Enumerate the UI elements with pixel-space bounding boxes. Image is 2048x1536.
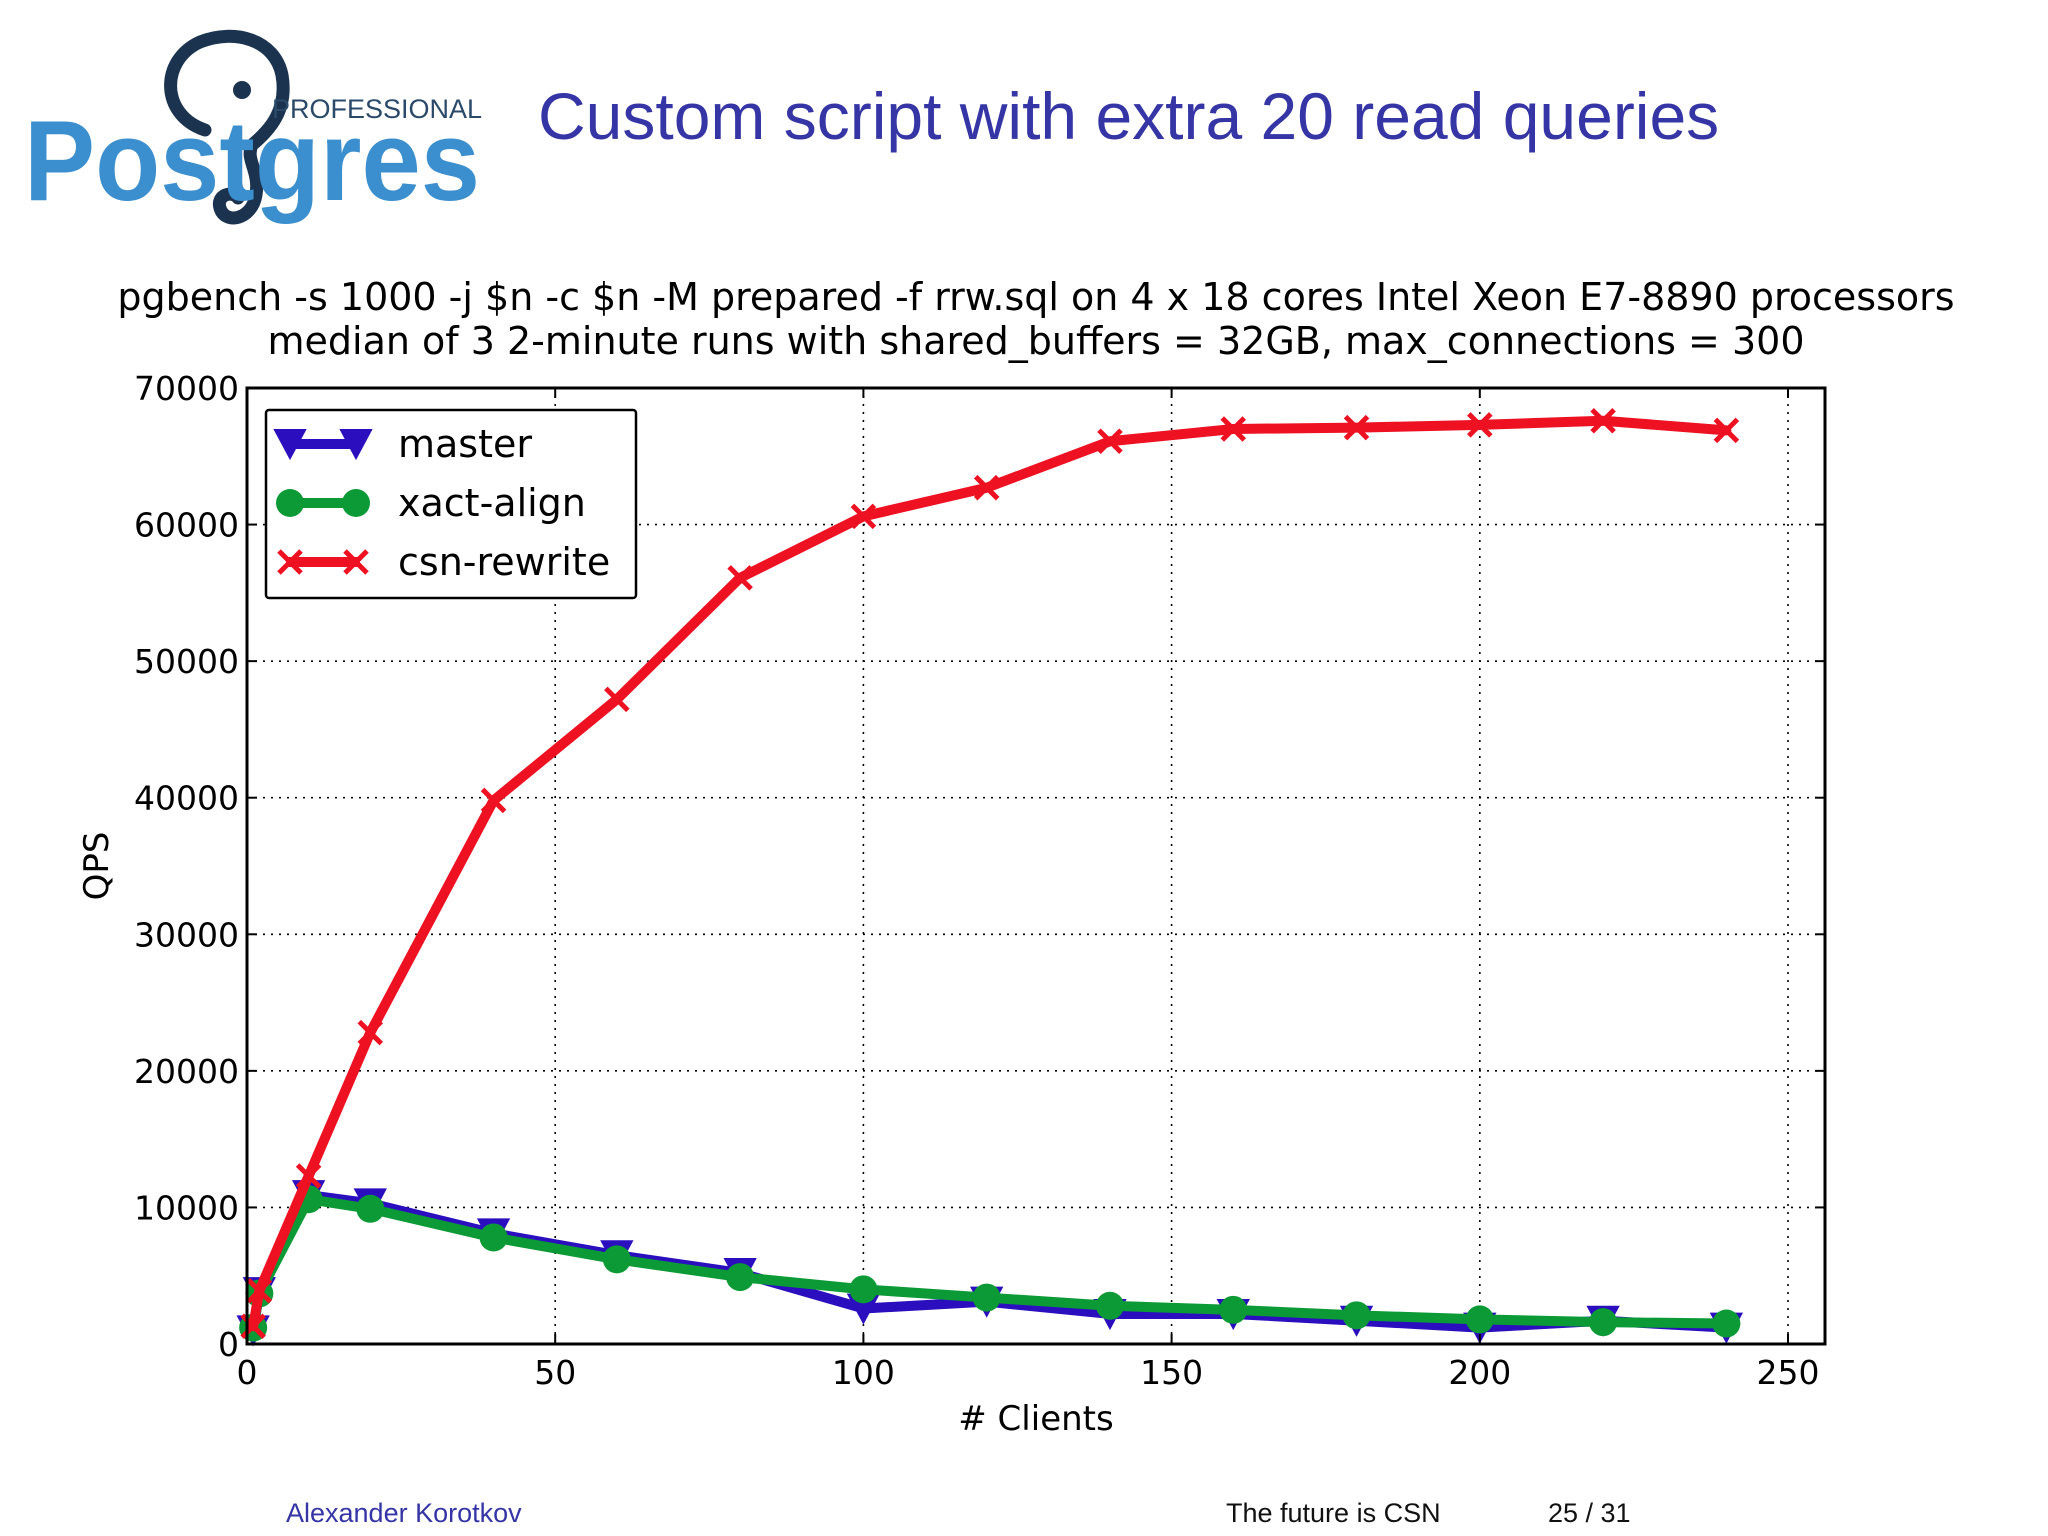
data-point-xact-align <box>1465 1305 1494 1334</box>
data-point-csn-rewrite <box>480 787 507 814</box>
elephant-eye-icon <box>233 81 251 99</box>
data-point-csn-rewrite <box>246 1277 273 1304</box>
y-tick-label: 40000 <box>134 779 239 818</box>
legend-marker-master <box>339 429 373 461</box>
data-point-csn-rewrite <box>727 565 753 591</box>
postgres-professional-logo: PROFESSIONAL Postgres <box>24 29 482 225</box>
y-tick-label: 70000 <box>134 369 239 408</box>
data-point-xact-align <box>479 1223 508 1252</box>
data-point-xact-align <box>726 1263 755 1292</box>
legend-marker-xact-align <box>342 489 370 517</box>
x-axis-label: # Clients <box>958 1399 1113 1439</box>
legend-marker-csn-rewrite <box>277 549 303 575</box>
data-point-xact-align <box>849 1275 878 1304</box>
data-point-xact-align <box>1589 1308 1618 1337</box>
data-point-xact-align <box>1219 1295 1248 1324</box>
slide-title: Custom script with extra 20 read queries <box>538 79 1720 153</box>
data-point-xact-align <box>972 1283 1001 1312</box>
x-tick-label: 150 <box>1140 1353 1203 1392</box>
footer-talk: The future is CSN <box>1226 1498 1441 1528</box>
y-tick-label: 50000 <box>134 642 239 681</box>
logo-wordmark: Postgres <box>24 98 480 225</box>
y-tick-label: 10000 <box>134 1188 239 1227</box>
logo-professional: PROFESSIONAL <box>272 94 482 124</box>
data-point-xact-align <box>602 1245 631 1274</box>
elephant-outline-icon <box>164 29 290 225</box>
footer-page-number: 25 / 31 <box>1548 1498 1631 1528</box>
data-point-csn-rewrite <box>1343 414 1370 441</box>
y-axis-label: QPS <box>77 832 117 901</box>
data-point-xact-align <box>356 1194 385 1223</box>
legend-label-csn-rewrite: csn-rewrite <box>398 540 610 584</box>
data-point-xact-align <box>1342 1301 1371 1330</box>
chart-title-line-1: pgbench -s 1000 -j $n -c $n -M prepared … <box>117 275 1954 319</box>
x-tick-label: 0 <box>237 1353 258 1392</box>
data-point-csn-rewrite <box>295 1163 322 1189</box>
data-point-xact-align <box>1095 1291 1124 1320</box>
data-point-csn-rewrite <box>1467 412 1493 438</box>
y-tick-label: 60000 <box>134 506 239 545</box>
legend-label-master: master <box>398 422 532 466</box>
y-tick-label: 20000 <box>134 1052 239 1091</box>
x-tick-label: 50 <box>534 1353 576 1392</box>
x-tick-label: 250 <box>1757 1353 1820 1392</box>
x-tick-label: 100 <box>832 1353 895 1392</box>
chart-title-line-2: median of 3 2-minute runs with shared_bu… <box>268 319 1805 363</box>
data-point-csn-rewrite <box>1097 428 1123 455</box>
data-point-csn-rewrite <box>973 474 1000 501</box>
y-tick-label: 30000 <box>134 915 239 954</box>
data-point-csn-rewrite <box>850 503 877 530</box>
data-point-csn-rewrite <box>357 1019 384 1046</box>
data-point-csn-rewrite <box>604 686 630 713</box>
data-point-csn-rewrite <box>1220 416 1247 442</box>
x-tick-label: 200 <box>1448 1353 1511 1392</box>
legend-label-xact-align: xact-align <box>398 481 586 525</box>
legend-marker-xact-align <box>276 489 304 517</box>
data-point-csn-rewrite <box>1590 408 1616 434</box>
legend-box <box>264 408 638 600</box>
y-tick-label: 0 <box>218 1325 239 1364</box>
data-point-xact-align <box>1712 1309 1741 1338</box>
plot-frame <box>245 386 1827 1346</box>
legend-marker-csn-rewrite <box>343 549 369 575</box>
qps-line-chart: pgbench -s 1000 -j $n -c $n -M prepared … <box>77 275 1955 1439</box>
data-point-csn-rewrite <box>1713 417 1740 444</box>
legend-marker-master <box>273 429 307 461</box>
footer-author: Alexander Korotkov <box>286 1498 522 1528</box>
